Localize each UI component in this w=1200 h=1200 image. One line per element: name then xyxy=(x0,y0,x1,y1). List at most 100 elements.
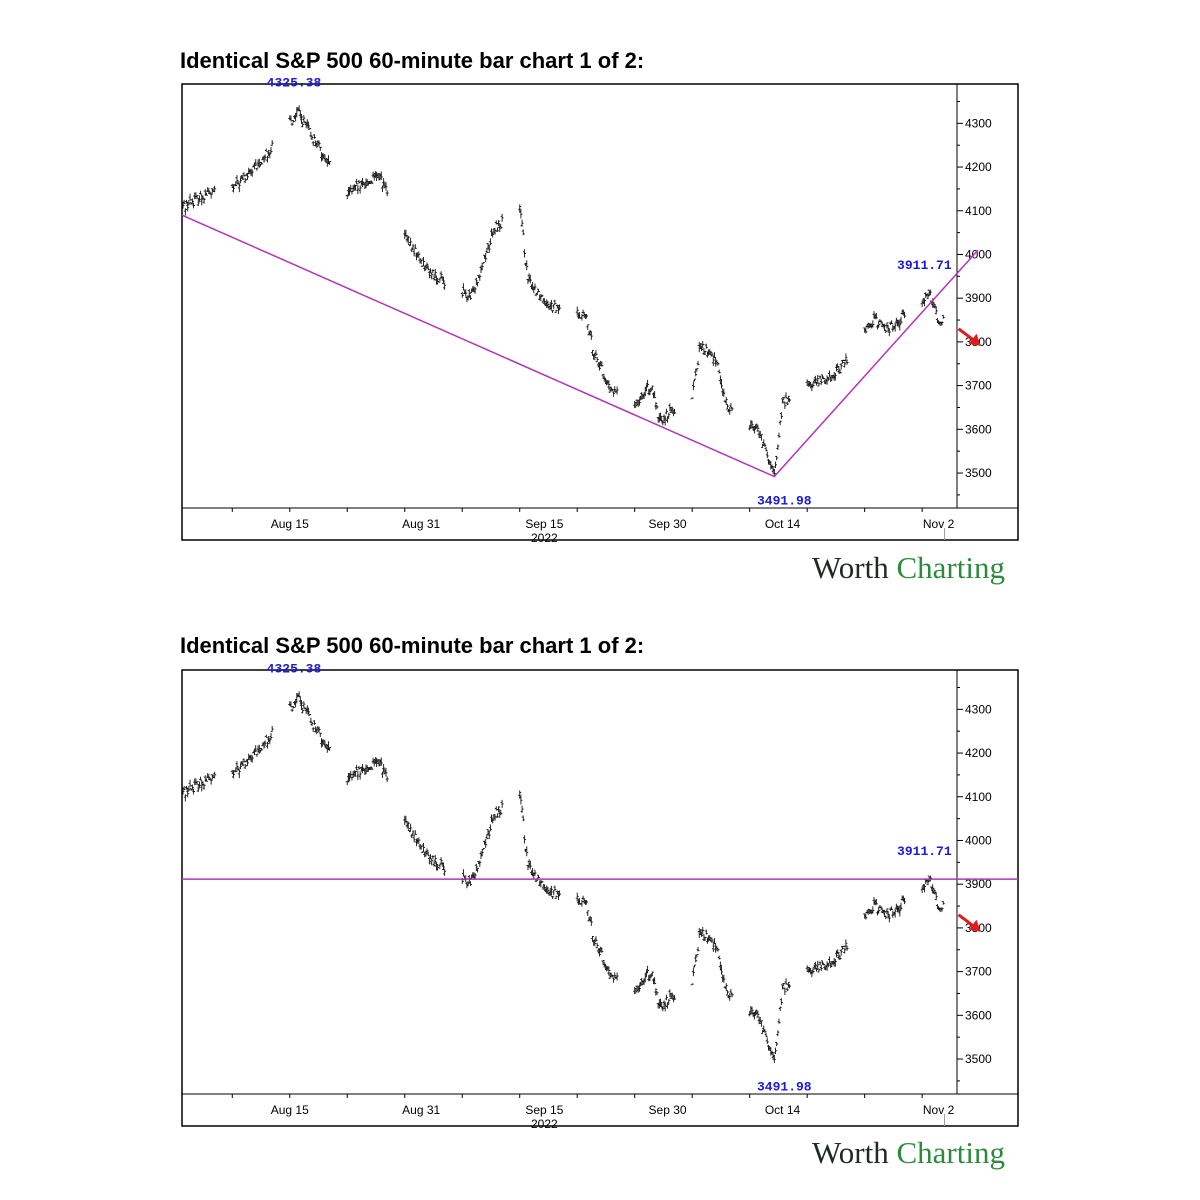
ohlc-bar xyxy=(412,835,416,843)
x-tick-label: Nov 2 xyxy=(923,517,955,531)
ohlc-bar xyxy=(204,778,208,782)
ohlc-bar xyxy=(418,258,422,264)
ohlc-bar xyxy=(612,977,616,983)
ohlc-bar xyxy=(648,974,652,982)
x-tick-label: Aug 31 xyxy=(402,517,440,531)
ohlc-bar xyxy=(845,945,849,951)
ohlc-bar xyxy=(498,809,502,818)
ohlc-bar xyxy=(264,148,268,152)
ohlc-bar xyxy=(663,415,667,426)
ohlc-bar xyxy=(590,349,594,356)
ohlc-bar xyxy=(752,426,756,434)
ohlc-bar xyxy=(478,274,482,281)
x-tick-label: Oct 14 xyxy=(765,517,801,531)
ohlc-bar xyxy=(315,728,319,735)
ohlc-bar xyxy=(246,173,250,181)
ohlc-bar xyxy=(181,787,185,795)
ohlc-bar xyxy=(410,834,414,839)
ohlc-bar xyxy=(377,759,381,767)
ohlc-bar xyxy=(693,964,697,968)
ohlc-bar xyxy=(499,225,503,230)
y-tick-label: 4100 xyxy=(965,204,992,218)
ohlc-bar xyxy=(182,785,186,790)
ohlc-bar xyxy=(720,379,724,389)
ohlc-bar xyxy=(473,287,477,294)
ohlc-chart-svg: 350036003700380039004000410042004300Aug … xyxy=(181,75,1019,545)
ohlc-bar xyxy=(648,388,652,396)
ohlc-bar xyxy=(886,324,890,333)
ohlc-bars xyxy=(181,105,945,478)
ohlc-bar xyxy=(443,282,447,290)
ohlc-bar xyxy=(933,303,937,309)
ohlc-bar xyxy=(533,283,537,290)
ohlc-bar xyxy=(607,380,611,390)
ohlc-bar xyxy=(879,906,883,910)
ohlc-bar xyxy=(491,231,495,238)
ohlc-bar xyxy=(926,879,930,886)
ohlc-bar xyxy=(871,906,875,914)
ohlc-bar xyxy=(377,173,381,181)
ohlc-bar xyxy=(663,1001,667,1012)
ohlc-bar xyxy=(522,249,526,258)
ohlc-bar xyxy=(328,747,332,751)
ohlc-bar xyxy=(231,184,235,193)
y-tick-label: 4100 xyxy=(965,790,992,804)
ohlc-bar xyxy=(382,178,386,187)
ohlc-bar xyxy=(637,984,641,992)
ohlc-bar xyxy=(879,320,883,324)
ohlc-bar xyxy=(311,141,315,147)
ohlc-bar xyxy=(594,936,598,942)
ohlc-bar xyxy=(536,288,540,292)
ohlc-bar xyxy=(724,397,728,406)
ohlc-bar xyxy=(781,984,785,990)
ohlc-bar xyxy=(250,755,254,763)
ohlc-bar xyxy=(209,778,213,785)
ohlc-bar xyxy=(903,897,907,905)
ohlc-bar xyxy=(413,830,417,835)
ohlc-bar xyxy=(195,195,199,199)
ohlc-bar xyxy=(290,122,294,126)
ohlc-bar xyxy=(181,201,185,209)
worth-charting-logo: Worth Charting xyxy=(812,550,1005,586)
ohlc-bar xyxy=(783,987,787,995)
ohlc-bar xyxy=(593,939,597,947)
uptrend-line xyxy=(773,249,979,478)
ohlc-bar xyxy=(811,382,815,388)
ohlc-bar xyxy=(533,869,537,876)
ohlc-bar xyxy=(691,967,695,977)
x-tick-label: Sep 30 xyxy=(649,1103,687,1117)
ohlc-bar xyxy=(425,848,429,855)
ohlc-bar xyxy=(575,892,579,902)
y-tick-label: 4000 xyxy=(965,833,992,847)
ohlc-bar xyxy=(730,406,734,412)
ohlc-bar xyxy=(460,291,464,298)
ohlc-bar xyxy=(694,955,698,963)
ohlc-bar xyxy=(788,398,792,403)
ohlc-bar xyxy=(898,905,902,917)
ohlc-bar xyxy=(613,972,617,978)
ohlc-bar xyxy=(488,824,492,832)
ohlc-bar xyxy=(701,927,705,935)
ohlc-bar xyxy=(775,1041,779,1047)
ohlc-bar xyxy=(694,369,698,377)
ohlc-bar xyxy=(884,915,888,920)
ohlc-bar xyxy=(581,309,585,314)
ohlc-bar xyxy=(556,892,560,901)
ohlc-bar xyxy=(922,298,926,307)
ohlc-bar xyxy=(420,851,424,854)
price-chart: 350036003700380039004000410042004300Aug … xyxy=(0,75,1200,550)
ohlc-bar xyxy=(238,177,242,184)
ohlc-bar xyxy=(558,304,562,310)
ohlc-bar xyxy=(255,167,259,171)
ohlc-bar xyxy=(781,398,785,404)
x-tick-label: Aug 15 xyxy=(271,1103,309,1117)
ohlc-bar xyxy=(871,320,875,328)
ohlc-bar xyxy=(182,199,186,204)
ohlc-bar xyxy=(819,964,823,972)
ohlc-bar xyxy=(268,151,272,159)
ohlc-bar xyxy=(385,776,389,783)
down-arrow-icon xyxy=(957,913,981,932)
ohlc-bar xyxy=(926,293,930,300)
ohlc-bar xyxy=(593,353,597,361)
high-annotation: 4325.38 xyxy=(267,661,322,676)
